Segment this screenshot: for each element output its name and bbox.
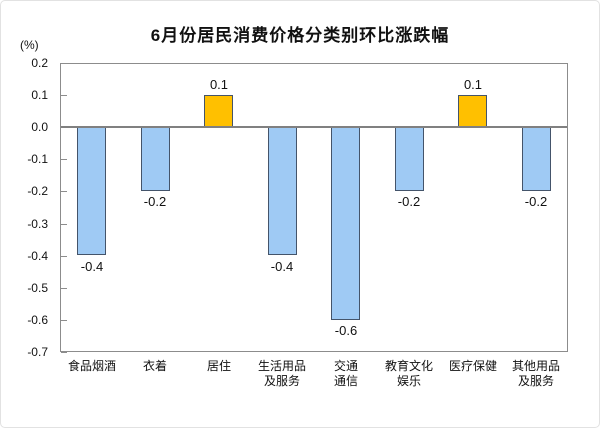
bar: [141, 127, 170, 191]
y-tick-mark: [61, 288, 67, 289]
bar: [268, 127, 297, 255]
y-tick-mark: [61, 159, 67, 160]
y-tick-label: -0.1: [27, 152, 48, 167]
bar: [395, 127, 424, 191]
bar: [458, 95, 487, 127]
y-tick-mark: [61, 320, 67, 321]
x-category-label: 居住: [206, 359, 231, 373]
y-tick-label: -0.6: [27, 312, 48, 327]
y-tick-label: 0.2: [31, 56, 48, 70]
bar: [77, 127, 106, 255]
x-category-label: 生活用品 及服务: [257, 359, 306, 388]
x-category-label: 医疗保健: [448, 359, 497, 373]
chart-title: 6月份居民消费价格分类别环比涨跌幅: [150, 26, 450, 45]
y-tick-mark: [61, 63, 67, 64]
bar-value-label: -0.6: [334, 323, 358, 338]
x-category-label: 其他用品 及服务: [511, 359, 560, 388]
y-tick-mark: [61, 224, 67, 225]
bar-value-label: 0.1: [209, 77, 229, 92]
y-tick-label: 0.0: [31, 120, 48, 135]
y-tick-mark: [61, 95, 67, 96]
y-tick-mark: [61, 352, 67, 353]
bar-value-label: -0.4: [270, 259, 294, 274]
bar: [204, 95, 233, 127]
bar-value-label: -0.2: [524, 194, 548, 209]
bar-value-label: -0.4: [80, 259, 104, 274]
y-tick-label: -0.3: [27, 216, 48, 231]
bar: [331, 127, 360, 320]
y-axis-unit-label: (%): [20, 38, 39, 52]
bar-value-label: -0.2: [397, 194, 421, 209]
y-tick-mark: [61, 191, 67, 192]
x-category-label: 教育文化 娱乐: [384, 359, 433, 388]
bar-value-label: -0.2: [143, 194, 167, 209]
y-tick-label: -0.2: [27, 184, 48, 199]
y-tick-label: -0.4: [27, 248, 48, 263]
bar-value-label: 0.1: [463, 77, 483, 92]
x-category-label: 衣着: [142, 359, 167, 373]
y-tick-mark: [61, 256, 67, 257]
x-category-label: 食品烟酒: [67, 359, 116, 373]
y-tick-label: -0.7: [27, 345, 48, 359]
bar: [522, 127, 551, 191]
zero-line: [61, 126, 567, 128]
y-tick-label: 0.1: [31, 88, 48, 103]
x-category-label: 交通 通信: [333, 359, 358, 388]
y-tick-label: -0.5: [27, 280, 48, 295]
